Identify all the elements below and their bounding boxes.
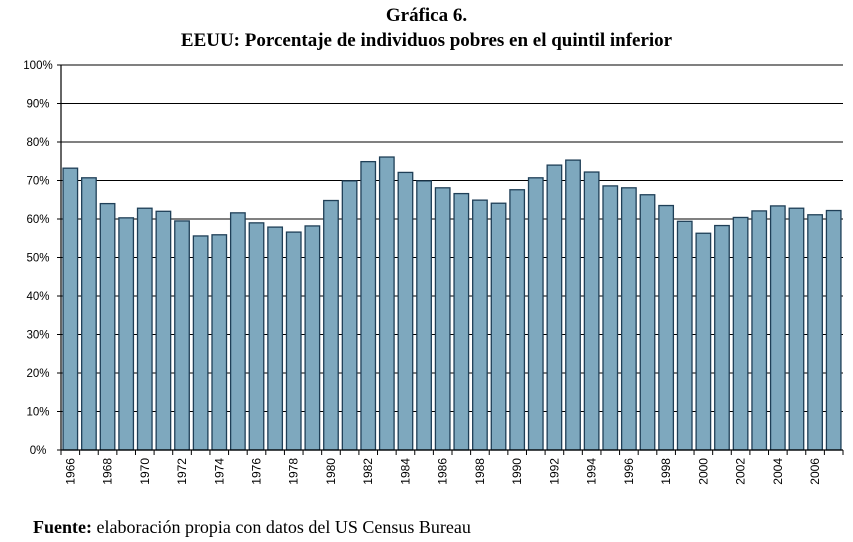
x-tick-label: 1976 — [250, 458, 264, 485]
y-tick-label: 10% — [26, 407, 49, 419]
bar-1984 — [397, 171, 414, 451]
x-tick-label: 1996 — [622, 458, 636, 485]
x-tick-label: 2006 — [808, 458, 822, 485]
bar-2002 — [732, 216, 749, 451]
bar-1997 — [639, 194, 656, 451]
bar-1987 — [453, 192, 470, 451]
bar-1976 — [248, 222, 265, 451]
x-tick-label: 1966 — [63, 458, 77, 485]
x-tick-label: 1982 — [361, 458, 375, 485]
source-label: Fuente: — [33, 517, 92, 537]
y-tick-label: 30% — [26, 330, 49, 342]
bar-2007 — [825, 209, 842, 451]
x-tick-label: 1972 — [175, 458, 189, 485]
x-tick-label: 1980 — [324, 458, 338, 485]
y-tick-label: 100% — [23, 60, 52, 72]
bar-1991 — [527, 177, 544, 451]
x-tick-label: 1988 — [473, 458, 487, 485]
x-tick-label: 1992 — [547, 458, 561, 485]
chart-title: Gráfica 6. — [385, 5, 468, 26]
bar-1983 — [378, 156, 395, 451]
bar-1968 — [99, 202, 116, 451]
bar-1986 — [434, 187, 451, 451]
bar-2004 — [769, 205, 786, 451]
x-tick-label: 1994 — [585, 458, 599, 485]
bar-1975 — [229, 212, 246, 451]
bar-2005 — [788, 207, 805, 451]
x-tick-label: 1984 — [398, 458, 412, 485]
bar-1967 — [81, 177, 97, 451]
bar-1998 — [658, 204, 675, 451]
y-tick-label: 70% — [26, 176, 49, 188]
bars — [62, 156, 842, 451]
bar-1981 — [341, 180, 358, 451]
bar-1974 — [211, 234, 228, 451]
bar-1972 — [174, 220, 190, 451]
bar-1982 — [360, 160, 377, 451]
x-tick-label: 1970 — [138, 458, 152, 485]
bar-2003 — [751, 210, 768, 451]
x-tick-label: 1986 — [436, 458, 450, 485]
x-tick-label: 1974 — [212, 458, 226, 485]
y-tick-label: 0% — [30, 445, 47, 457]
x-tick-label: 1998 — [659, 458, 673, 485]
bar-1979 — [304, 225, 321, 451]
x-tick-label: 1978 — [287, 458, 301, 485]
bar-1988 — [472, 199, 488, 451]
y-tick-label: 60% — [26, 214, 49, 226]
bar-1994 — [583, 171, 600, 451]
bar-2000 — [695, 232, 712, 451]
y-tick-label: 20% — [26, 368, 49, 380]
bar-1966 — [62, 167, 79, 451]
bar-1973 — [192, 235, 209, 451]
bar-1990 — [509, 189, 526, 451]
y-tick-label: 80% — [26, 137, 49, 149]
bar-chart: 0%10%20%30%40%50%60%70%80%90%100% 1966 19… — [23, 60, 844, 485]
bar-1978 — [285, 231, 302, 451]
y-tick-label: 40% — [26, 291, 49, 303]
bar-1989 — [490, 202, 507, 451]
bar-1993 — [565, 159, 581, 451]
source-note: Fuente: elaboración propia con datos del… — [33, 517, 471, 538]
chart-subtitle: EEUU: Porcentaje de individuos pobres en… — [180, 30, 673, 51]
bar-1971 — [155, 210, 172, 451]
gridlines — [57, 64, 843, 451]
bar-1996 — [620, 187, 637, 451]
bar-1969 — [118, 217, 135, 451]
bar-2001 — [714, 224, 730, 451]
bar-1977 — [267, 226, 284, 451]
source-text: elaboración propia con datos del US Cens… — [91, 517, 471, 537]
x-tick-label: 2004 — [771, 458, 785, 485]
x-tick-labels: 1966 1968 1970 1972 1974 1976 1978 1980 1982 1984… — [60, 450, 844, 485]
bar-1999 — [676, 220, 693, 451]
x-tick-label: 2002 — [734, 458, 748, 485]
bar-1970 — [136, 207, 153, 451]
bar-1992 — [546, 164, 563, 451]
x-tick-label: 1968 — [101, 458, 115, 485]
x-tick-label: 2000 — [696, 458, 710, 485]
bar-1980 — [323, 199, 339, 451]
y-tick-labels: 0% 10% 20% 30% 40% 50% 60% 70% 80% 90% 100% — [23, 60, 52, 457]
y-tick-label: 50% — [26, 253, 49, 265]
bar-2006 — [807, 214, 823, 451]
x-tick-label: 1990 — [510, 458, 524, 485]
bar-1995 — [602, 185, 619, 451]
y-tick-label: 90% — [26, 99, 49, 111]
bar-1985 — [416, 180, 432, 451]
